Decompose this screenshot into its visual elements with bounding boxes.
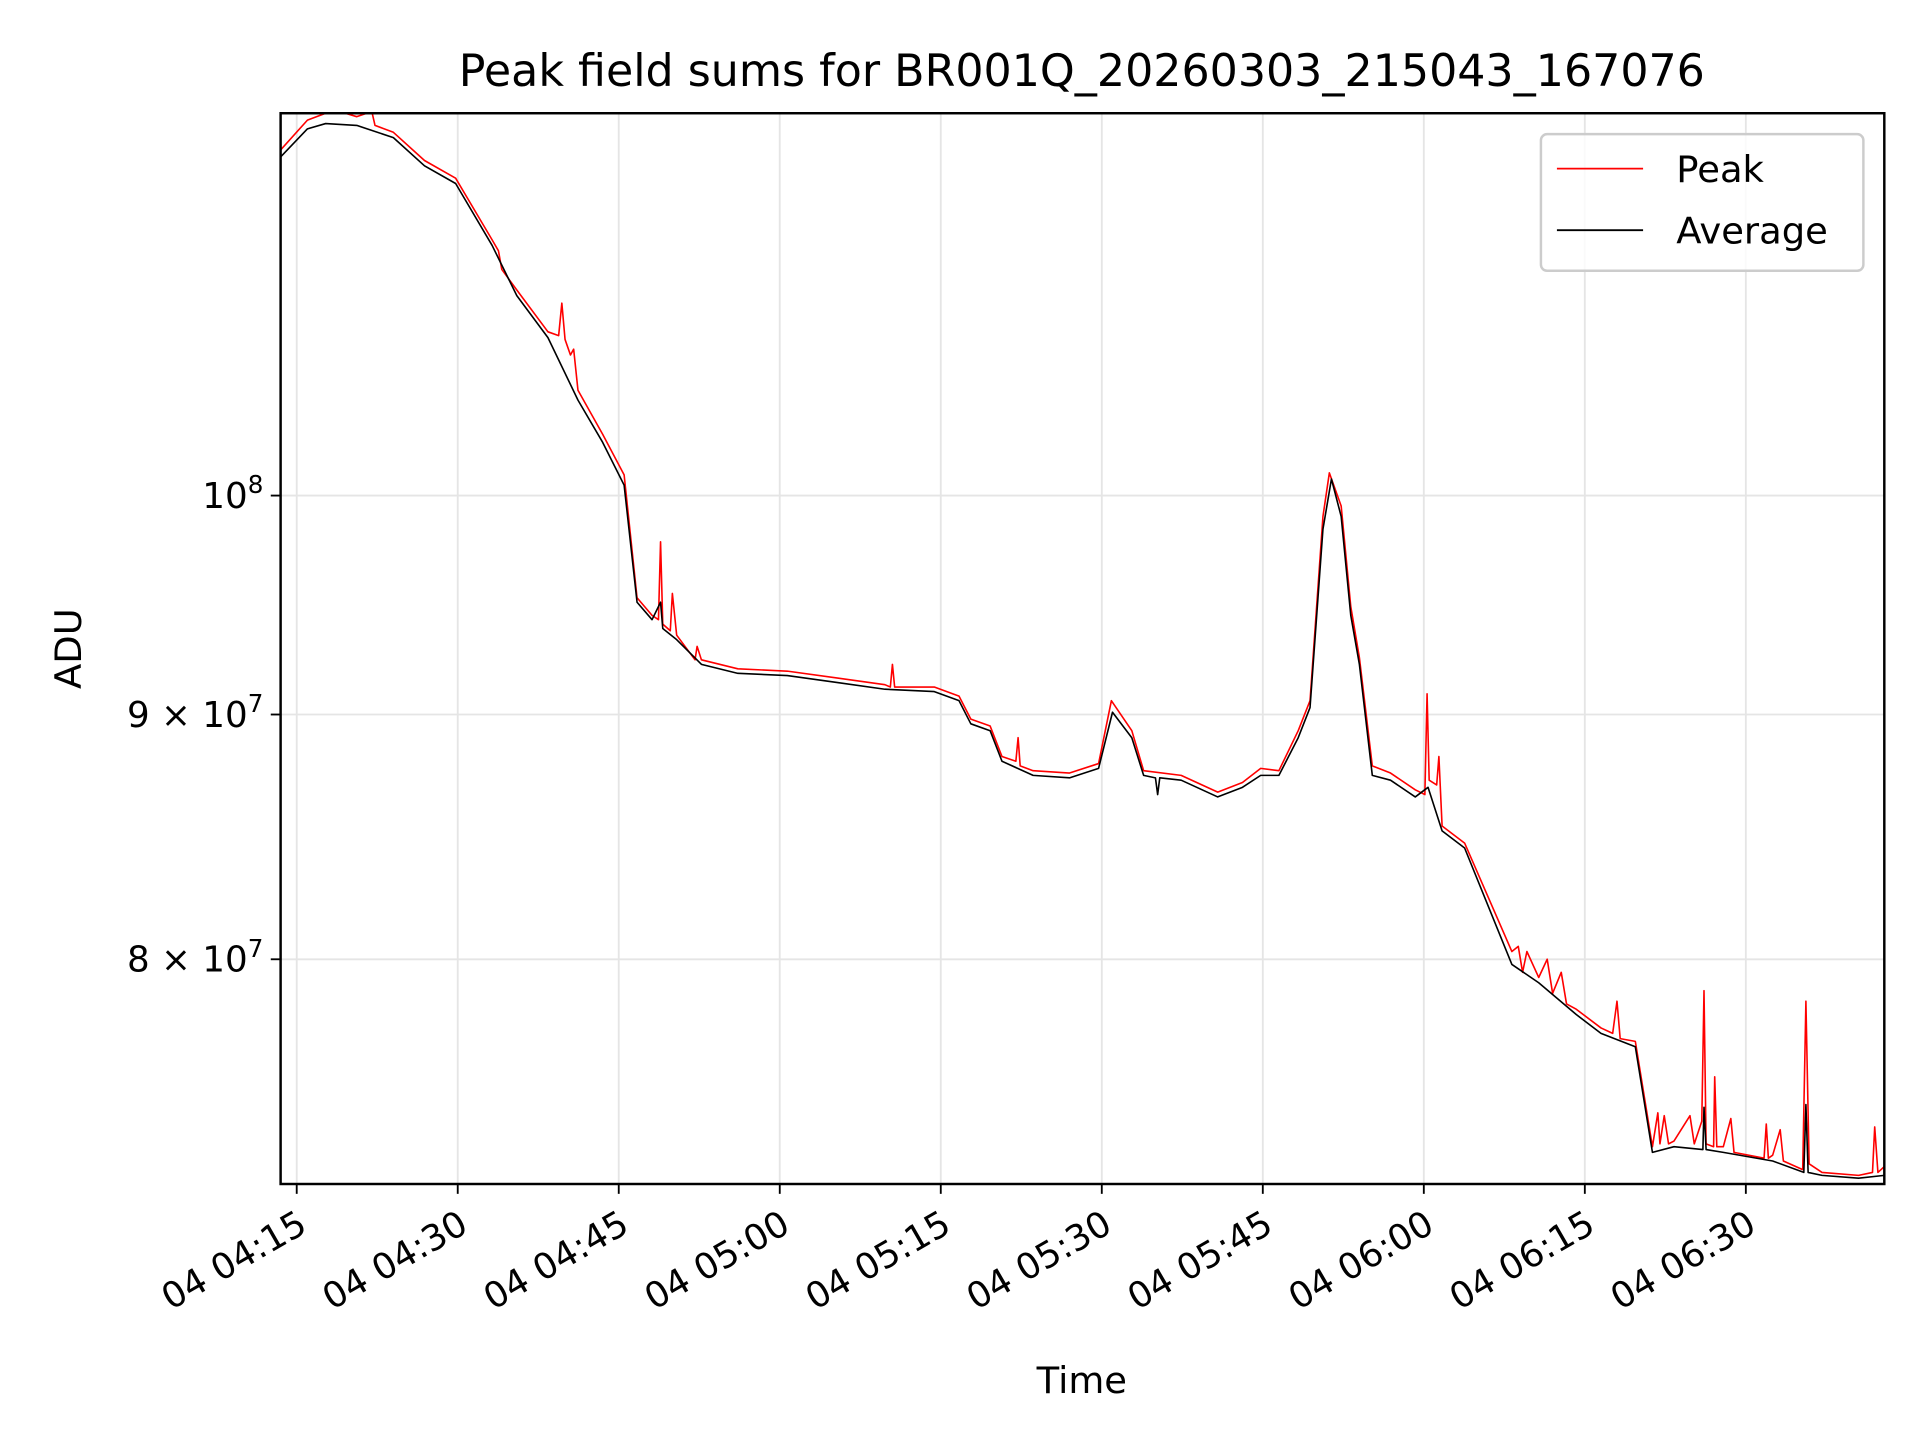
chart-title: Peak field sums for BR001Q_20260303_2150…: [459, 46, 1705, 97]
y-tick-label: 8 × 107: [127, 934, 263, 981]
axes-frame: [279, 112, 1886, 1186]
y-tick-mantissa: 8 × 10: [127, 940, 248, 981]
y-tick-mantissa: 9 × 10: [127, 695, 248, 736]
y-tick-label: 9 × 107: [127, 689, 263, 736]
legend-peak-label: Peak: [1676, 148, 1764, 191]
series-line-average: [280, 122, 1885, 1180]
y-tick-label: 108: [202, 470, 263, 517]
y-tick-exponent: 7: [248, 934, 264, 963]
y-tick-exponent: 8: [248, 470, 264, 499]
x-axis-label: Time: [1036, 1359, 1127, 1402]
series-layer: [280, 113, 1885, 1180]
y-axis-label: ADU: [47, 608, 90, 689]
y-tick-mantissa: 10: [202, 476, 247, 517]
legend-average-label: Average: [1676, 210, 1828, 253]
y-tick-exponent: 7: [248, 689, 264, 718]
grid: [280, 113, 1885, 1184]
legend: Peak Average: [1539, 132, 1865, 272]
